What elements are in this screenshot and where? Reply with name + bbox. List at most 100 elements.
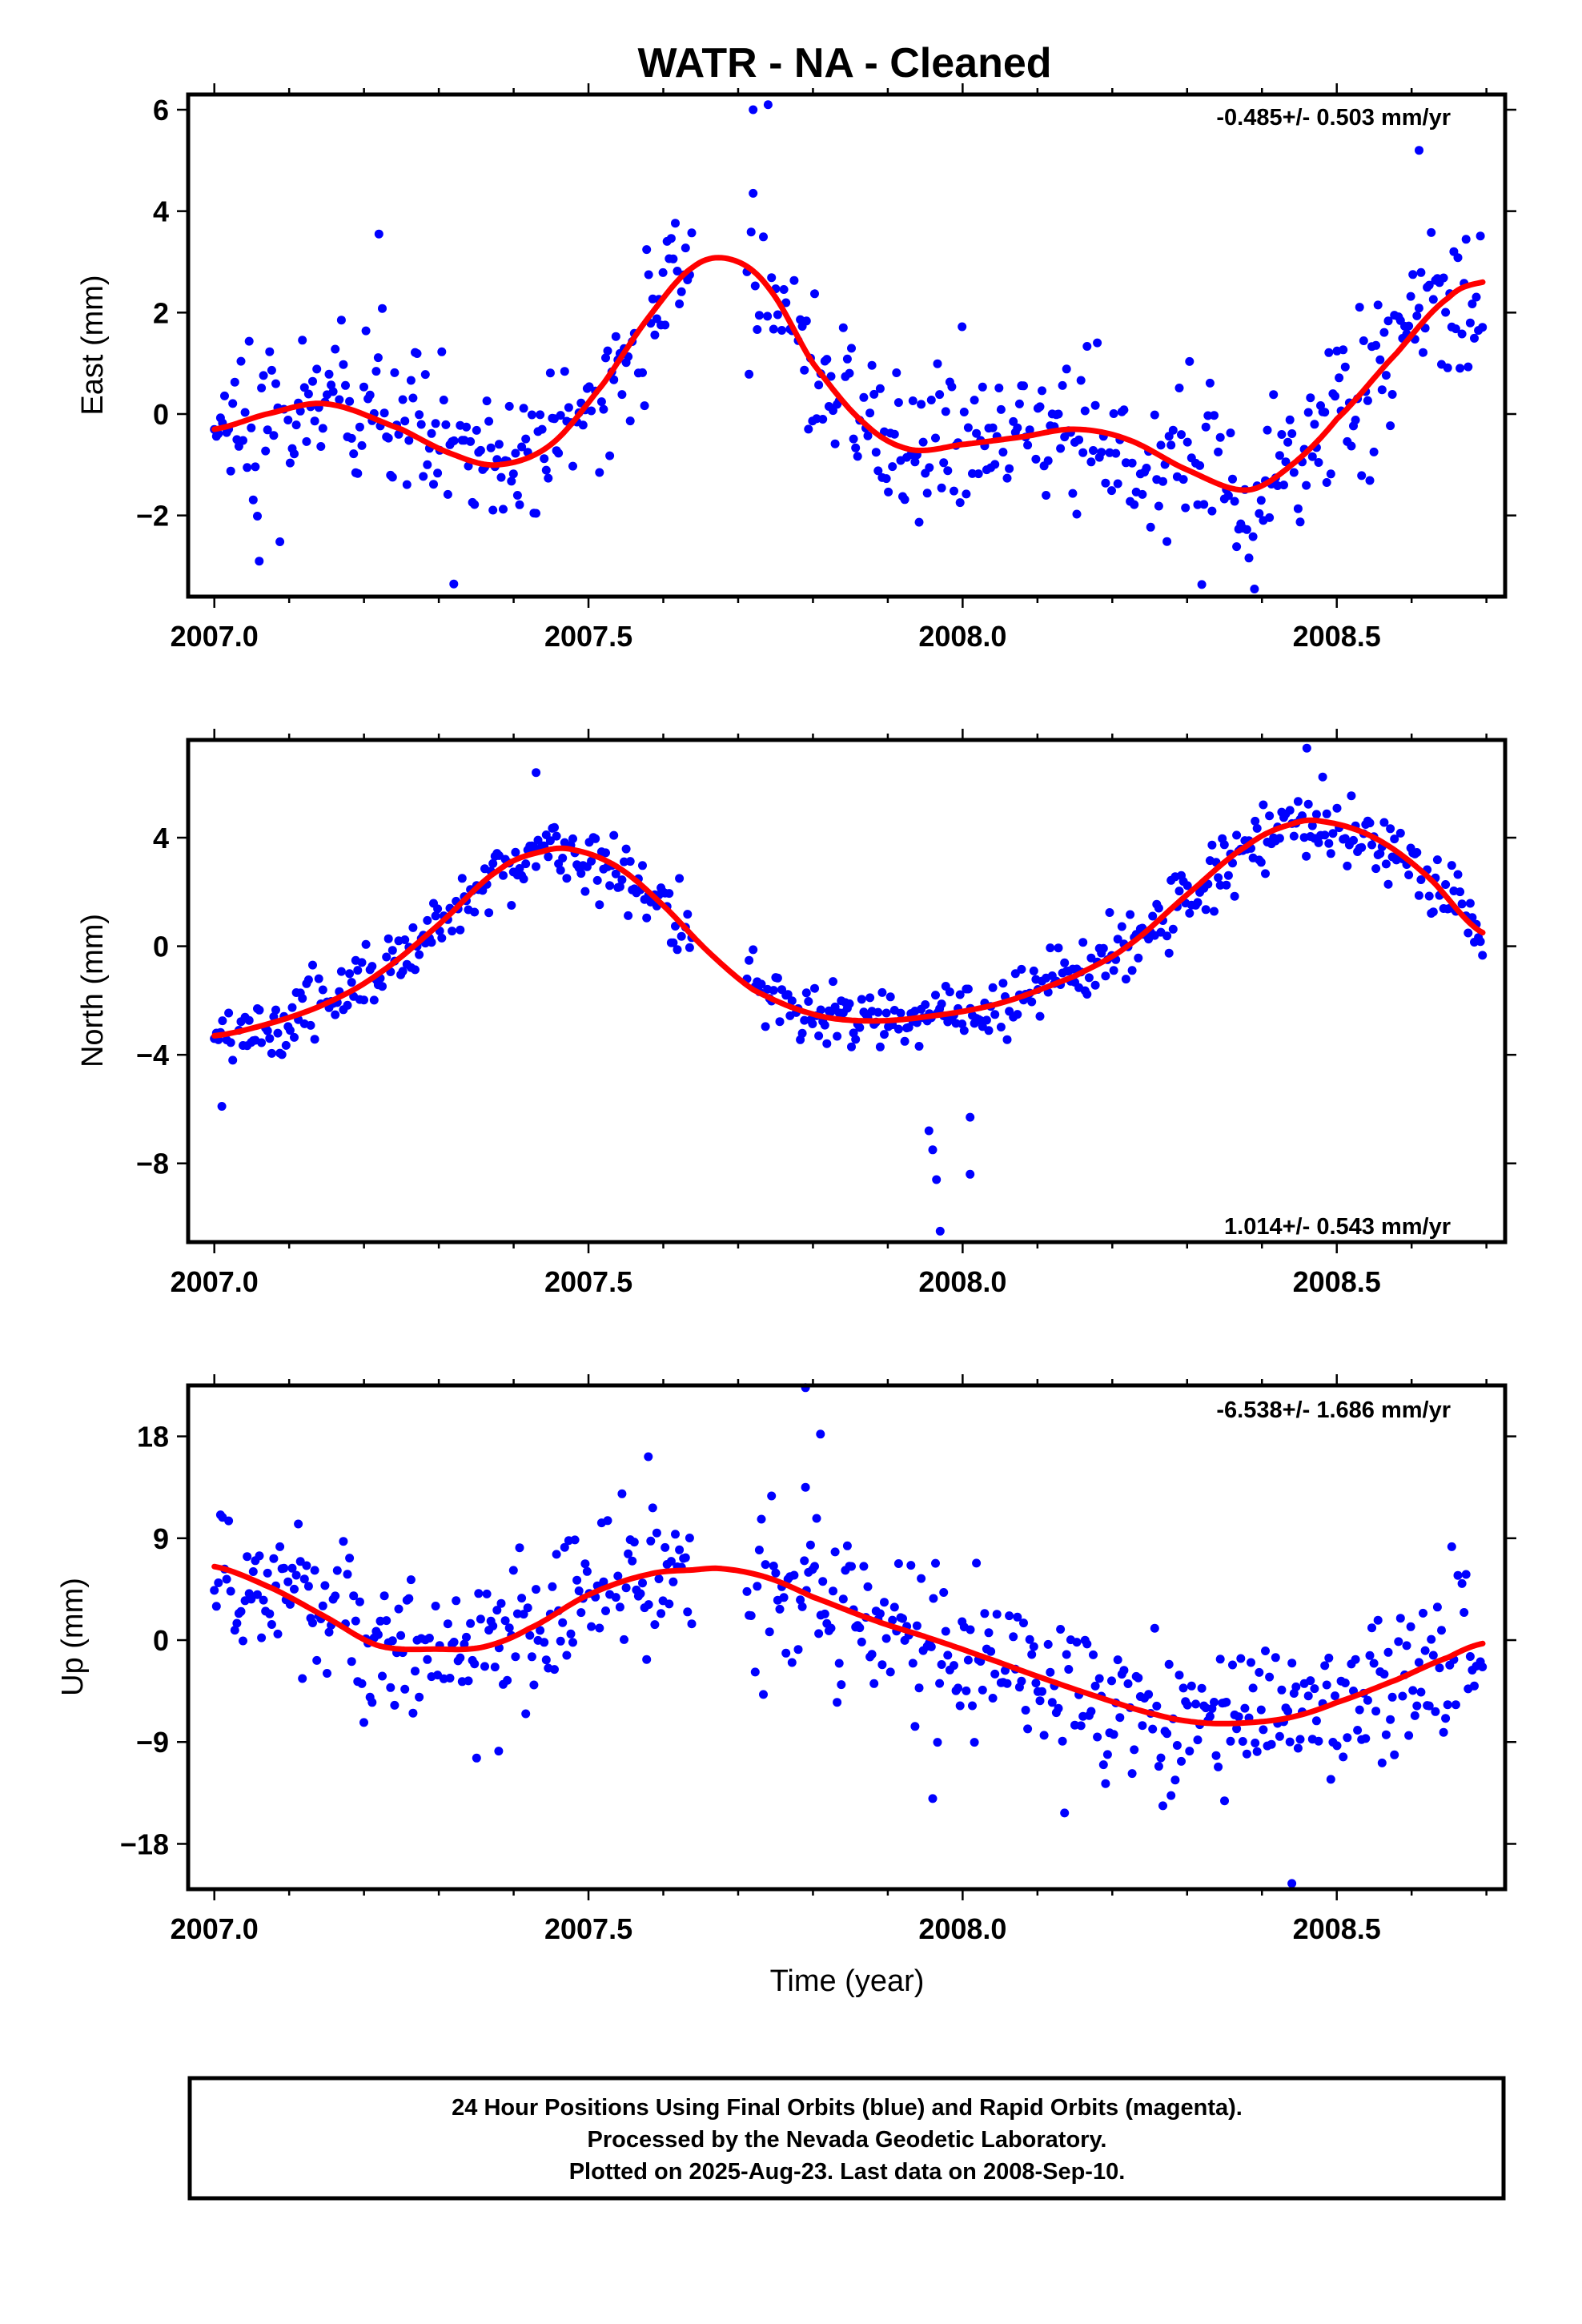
east-scatter-points (210, 100, 1488, 593)
data-point (226, 1586, 235, 1596)
data-point (423, 915, 432, 925)
data-point (441, 420, 451, 429)
data-point (415, 950, 424, 959)
data-point (1381, 371, 1391, 380)
data-point (849, 434, 858, 444)
data-point (1424, 280, 1434, 290)
data-point (1465, 899, 1475, 908)
data-point (1287, 429, 1297, 438)
data-point (1244, 553, 1254, 563)
data-point (910, 1722, 920, 1731)
data-point (255, 557, 264, 566)
data-point (615, 882, 624, 891)
data-point (924, 1126, 934, 1136)
data-point (814, 380, 824, 390)
data-point (214, 1578, 223, 1587)
data-point (1307, 452, 1317, 461)
data-point (810, 983, 819, 993)
data-point (1439, 1727, 1448, 1737)
data-point (644, 1600, 653, 1610)
data-point (805, 1540, 815, 1550)
data-point (494, 440, 504, 449)
data-point (1094, 1674, 1104, 1683)
data-point (745, 955, 754, 965)
data-point (1420, 1646, 1430, 1655)
up-scatter-points (210, 1383, 1488, 1888)
data-point (1377, 1758, 1387, 1767)
data-point (1098, 943, 1108, 953)
data-point (484, 908, 494, 918)
data-point (1230, 891, 1239, 901)
data-point (1441, 308, 1451, 317)
data-point (1332, 803, 1342, 813)
data-point (1082, 990, 1092, 999)
data-point (1379, 818, 1389, 827)
data-point (842, 1541, 852, 1550)
data-point (439, 396, 448, 404)
data-point (1168, 924, 1178, 934)
data-point (390, 368, 400, 377)
data-point (302, 436, 311, 446)
data-point (867, 360, 877, 370)
data-point (515, 864, 524, 873)
data-point (1404, 321, 1414, 331)
data-point (1439, 273, 1448, 283)
data-point (1311, 810, 1321, 819)
data-point (1453, 1570, 1463, 1580)
data-point (1349, 835, 1358, 845)
data-point (1014, 399, 1024, 408)
data-point (816, 1429, 825, 1439)
data-point (900, 495, 909, 505)
data-point (1223, 870, 1233, 880)
data-point (507, 476, 516, 486)
data-point (1414, 1658, 1423, 1667)
data-point (1437, 1626, 1446, 1635)
data-point (1311, 1716, 1321, 1726)
data-point (771, 1568, 781, 1578)
data-point (675, 300, 685, 308)
data-point (269, 1554, 279, 1563)
data-point (1351, 416, 1360, 424)
data-point (1375, 355, 1385, 364)
data-point (1017, 1676, 1026, 1686)
data-point (1419, 1608, 1427, 1618)
data-point (552, 831, 561, 841)
data-point (1279, 480, 1288, 490)
data-point (1441, 1714, 1451, 1723)
data-point (240, 408, 250, 417)
data-point (277, 1050, 287, 1059)
data-point (605, 451, 615, 460)
data-point (361, 326, 371, 336)
data-point (224, 1008, 234, 1018)
data-point (797, 1028, 807, 1038)
data-point (259, 371, 268, 380)
data-point (1162, 1729, 1172, 1739)
data-point (1234, 1712, 1243, 1722)
data-point (243, 1552, 252, 1562)
data-point (943, 466, 953, 476)
y-tick-label: −2 (136, 500, 169, 533)
data-point (773, 310, 782, 320)
data-point (247, 1594, 256, 1604)
data-point (925, 463, 934, 472)
data-point (1340, 834, 1350, 843)
data-point (1306, 1676, 1315, 1686)
data-point (650, 1620, 660, 1630)
data-point (888, 1615, 897, 1625)
up-plot-frame (186, 1383, 1508, 1892)
data-point (621, 844, 631, 854)
x-tick-label: 2007.5 (544, 1912, 632, 1945)
data-point (814, 1031, 824, 1040)
data-point (261, 446, 271, 456)
data-point (470, 1659, 480, 1669)
data-point (1428, 907, 1438, 917)
data-point (757, 979, 766, 989)
data-point (625, 416, 635, 426)
data-point (900, 1036, 909, 1046)
data-point (507, 901, 516, 910)
data-point (490, 1663, 500, 1672)
data-point (1111, 448, 1121, 458)
data-point (236, 356, 246, 366)
data-point (511, 847, 520, 857)
data-point (1035, 1011, 1045, 1021)
